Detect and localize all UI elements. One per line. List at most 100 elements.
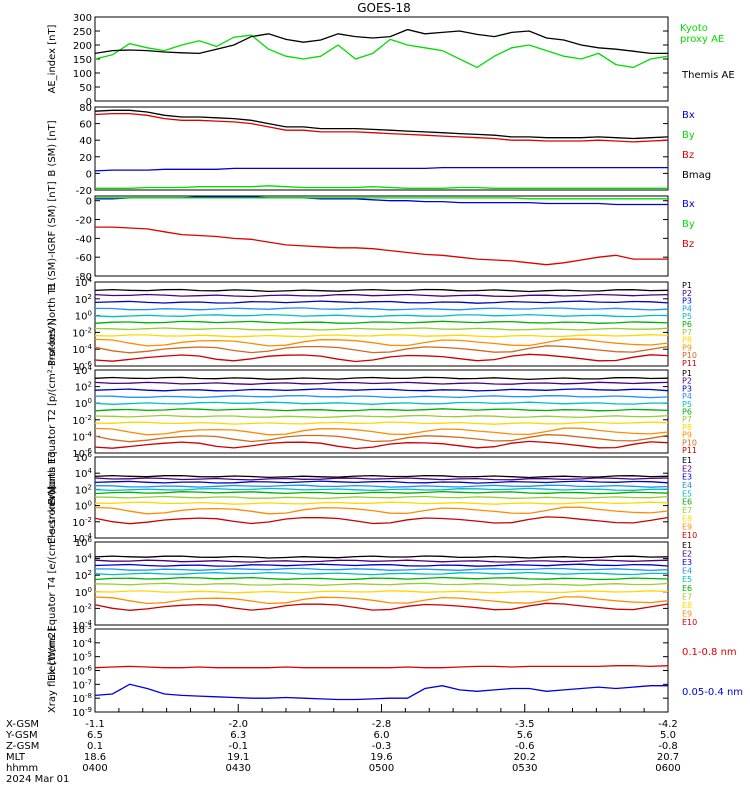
legend-label: By <box>682 219 695 230</box>
y-tick-label: 10-6 <box>72 665 92 678</box>
y-tick-label: 10-5 <box>72 651 92 664</box>
panel-frame <box>94 106 669 191</box>
legend-label: Bx <box>682 110 695 121</box>
y-tick-label: 100 <box>73 69 92 80</box>
plot-title: GOES-18 <box>357 1 411 15</box>
legend-label: Bz <box>682 239 694 250</box>
legend-label: By <box>682 130 695 141</box>
y-tick-label: 10-4 <box>72 343 92 356</box>
x-row-value: -0.3 <box>372 741 392 752</box>
series-line <box>94 112 669 143</box>
x-row-value: -0.1 <box>228 741 248 752</box>
x-row-value: 18.6 <box>84 752 106 763</box>
y-tick-label: 50 <box>79 83 92 94</box>
y-tick-label: 60 <box>79 120 92 131</box>
series-line <box>94 353 669 363</box>
y-tick-label: 150 <box>73 55 92 66</box>
legend-label: Kyoto <box>680 23 708 34</box>
x-row-value: 0600 <box>655 763 680 774</box>
series-line <box>94 293 669 298</box>
x-row-label: Y-GSM <box>5 730 38 741</box>
y-axis-label: Electrons North T3 <box>47 451 58 544</box>
x-row-label: Z-GSM <box>6 741 39 752</box>
x-row-value: 19.6 <box>370 752 392 763</box>
y-tick-label: 10-2 <box>72 516 92 529</box>
y-tick-label: 10-4 <box>72 637 92 650</box>
series-line <box>94 596 669 605</box>
y-tick-label: 100 <box>75 397 92 410</box>
legend-label: E10 <box>682 531 697 540</box>
x-row-value: -2.8 <box>372 719 392 730</box>
series-line <box>94 563 669 567</box>
legend-label: E7 <box>682 592 692 601</box>
panel-b_sm: -20 0 20 40 60 80 B (SM) [nT] Bx By Bz Bmag <box>47 103 711 197</box>
series-line <box>94 381 669 385</box>
series-line <box>94 388 669 392</box>
series-line <box>94 345 669 354</box>
legend-label: P7 <box>682 415 692 424</box>
series-line <box>94 683 668 701</box>
y-tick-label: 106 <box>75 451 93 464</box>
series-line <box>95 197 668 200</box>
y-tick-label: 10-4 <box>72 430 92 443</box>
y-tick-label: 0 <box>86 97 92 108</box>
legend-label: E1 <box>682 541 692 550</box>
series-line <box>94 477 669 481</box>
y-tick-label: 10-9 <box>72 706 92 719</box>
y-tick-label: 102 <box>75 381 92 394</box>
x-row-value: -0.6 <box>515 741 535 752</box>
x-row-value: 6.3 <box>230 730 246 741</box>
series-line <box>94 334 669 338</box>
panel-e_equator: 106 104 102 100 10-2 10-4 Electrons Equator T4… <box>47 486 697 681</box>
series-line <box>94 300 669 304</box>
x-row-value: 6.0 <box>374 730 390 741</box>
legend-label: P6 <box>682 320 692 329</box>
panel-frame <box>94 195 669 277</box>
date-label: 2024 Mar 01 <box>6 774 69 785</box>
series-line <box>94 166 668 172</box>
legend-label: Themis AE <box>681 70 735 81</box>
legend-label: E4 <box>682 567 692 576</box>
series-line <box>94 440 669 450</box>
y-tick-label: 0 <box>86 197 92 208</box>
y-tick-label: -20 <box>76 216 92 227</box>
series-line <box>94 490 669 495</box>
series-line <box>94 555 669 559</box>
series-line <box>94 434 669 443</box>
y-axis-label: Protons North T1 <box>47 282 58 366</box>
legend-label: P9 <box>682 343 692 352</box>
y-tick-label: 104 <box>75 467 93 480</box>
legend-label: Bz <box>682 150 694 161</box>
series-line <box>94 394 669 399</box>
legend-label: E9 <box>682 609 692 618</box>
x-row-value: -4.2 <box>658 719 678 730</box>
series-line <box>94 495 669 500</box>
y-tick-label: 104 <box>75 364 93 377</box>
legend-label: 0.05-0.4 nm <box>682 687 743 698</box>
y-tick-label: 102 <box>75 483 92 496</box>
series-line <box>94 516 669 525</box>
legend-label: E5 <box>682 575 692 584</box>
legend-label: P2 <box>682 377 692 386</box>
x-row-value: -1.1 <box>85 719 105 730</box>
legend-label: P2 <box>682 289 692 298</box>
series-line <box>95 185 668 189</box>
series-line <box>94 427 669 436</box>
x-row-value: -2.0 <box>228 719 248 730</box>
y-axis-label: Protons Equator T2 [p/(cm²-s-sr-keV)] <box>47 318 58 505</box>
y-tick-label: 100 <box>75 500 92 513</box>
legend-label: P11 <box>682 359 697 368</box>
series-line <box>94 307 669 311</box>
legend-label: E6 <box>682 498 692 507</box>
legend-label: E8 <box>682 601 692 610</box>
legend-label: P1 <box>682 281 692 290</box>
series-line <box>94 320 669 324</box>
legend-label: P10 <box>682 351 697 360</box>
x-row-value: 0430 <box>226 763 251 774</box>
series-line <box>94 338 669 347</box>
series-line <box>95 226 668 266</box>
